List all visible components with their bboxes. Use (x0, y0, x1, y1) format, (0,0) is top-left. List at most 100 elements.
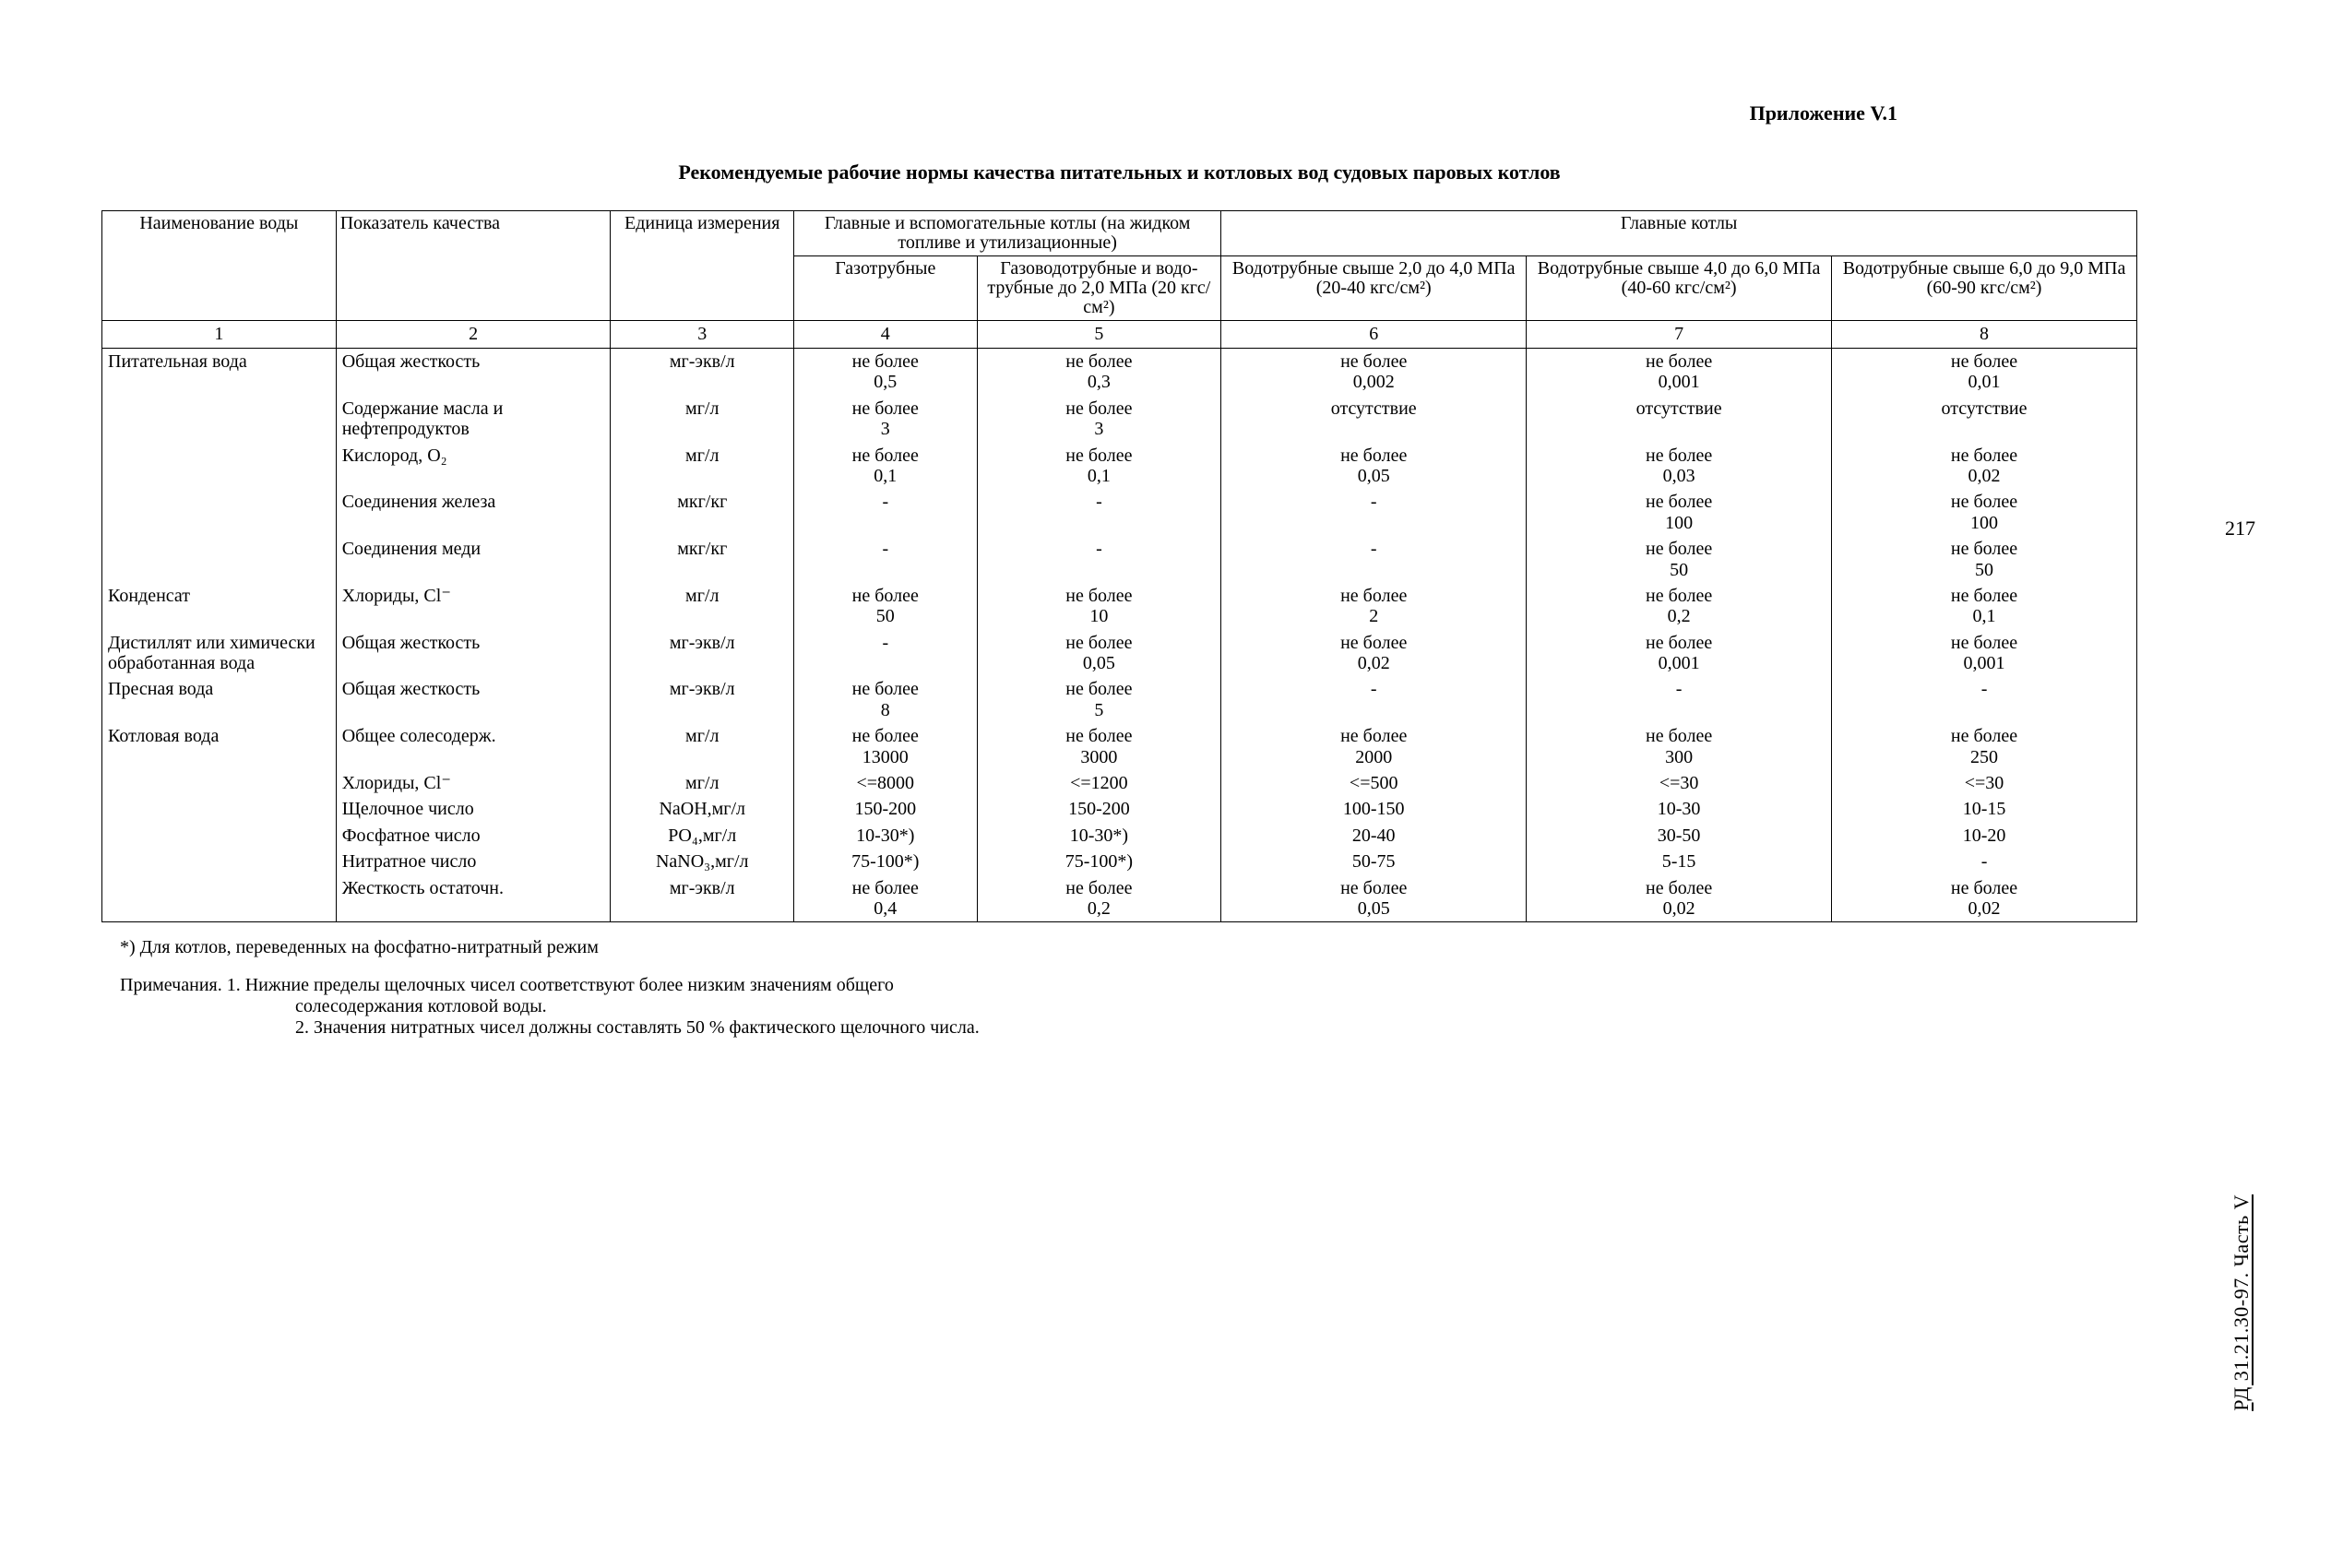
header-group678: Главные котлы (1221, 211, 2137, 256)
colnum-6: 6 (1221, 321, 1527, 349)
val-col8: - (1832, 676, 2137, 723)
val-col8: отсутствие (1832, 396, 2137, 443)
val-col5: 75-100*) (977, 849, 1221, 874)
val-col5: не более3 (977, 396, 1221, 443)
val-col6: 100-150 (1221, 796, 1527, 822)
quality-param: Общая жесткость (336, 349, 611, 396)
colnum-2: 2 (336, 321, 611, 349)
quality-param: Щелочное число (336, 796, 611, 822)
val-col4: не более0,1 (794, 443, 978, 490)
header-col2: Показатель качества (336, 211, 611, 321)
val-col6: 20-40 (1221, 823, 1527, 849)
colnum-7: 7 (1527, 321, 1832, 349)
val-col8: не более0,02 (1832, 443, 2137, 490)
note-2: 2. Значения нитратных чисел должны соста… (295, 1017, 980, 1038)
val-col8: - (1832, 849, 2137, 874)
val-col8: не более50 (1832, 536, 2137, 583)
val-col6: - (1221, 536, 1527, 583)
colnum-8: 8 (1832, 321, 2137, 349)
water-name: Пресная вода (102, 676, 337, 723)
quality-param: Содержание масла и нефтепродуктов (336, 396, 611, 443)
water-name (102, 849, 337, 874)
water-name: Дистиллят или химически об­работанная во… (102, 630, 337, 677)
val-col7: не более100 (1527, 489, 1832, 536)
val-col7: не более0,02 (1527, 875, 1832, 922)
table-row: Содержание масла и нефтепродуктовмг/лне … (102, 396, 2137, 443)
water-name (102, 875, 337, 922)
colnum-5: 5 (977, 321, 1221, 349)
val-col6: не более2000 (1221, 723, 1527, 770)
val-col8: не более0,001 (1832, 630, 2137, 677)
appendix-label: Приложение V.1 (101, 101, 2137, 125)
quality-param: Общая жесткость (336, 676, 611, 723)
unit: мг/л (611, 583, 794, 630)
table-row: Нитратное числоNaNO₃,мг/л75-100*)75-100*… (102, 849, 2137, 874)
header-col7: Водотрубные свыше 4,0 до 6,0 МПа (40-60 … (1527, 256, 1832, 321)
footnote: *) Для котлов, переведенных на фосфатно-… (101, 937, 2137, 958)
val-col4: не более0,4 (794, 875, 978, 922)
unit: PO₄,мг/л (611, 823, 794, 849)
val-col7: не более0,2 (1527, 583, 1832, 630)
water-name: Котловая вода (102, 723, 337, 770)
val-col5: не более3000 (977, 723, 1221, 770)
val-col8: не более0,01 (1832, 349, 2137, 396)
table-row: Питательная водаОбщая жесткостьмг-экв/лн… (102, 349, 2137, 396)
unit: мкг/кг (611, 536, 794, 583)
val-col4: - (794, 630, 978, 677)
quality-param: Общая жесткость (336, 630, 611, 677)
table-row: Щелочное числоNaOH,мг/л150-200150-200100… (102, 796, 2137, 822)
val-col6: не более0,05 (1221, 443, 1527, 490)
val-col7: <=30 (1527, 770, 1832, 796)
header-col4: Газотрубные (794, 256, 978, 321)
water-name (102, 443, 337, 490)
val-col5: 10-30*) (977, 823, 1221, 849)
val-col5: не более10 (977, 583, 1221, 630)
val-col6: - (1221, 489, 1527, 536)
header-col5: Газоводотруб­ные и водо­трубные до 2,0 М… (977, 256, 1221, 321)
val-col6: не более0,05 (1221, 875, 1527, 922)
unit: мг-экв/л (611, 630, 794, 677)
unit: мг/л (611, 396, 794, 443)
unit: NaNO₃,мг/л (611, 849, 794, 874)
val-col8: не более0,1 (1832, 583, 2137, 630)
water-quality-table: Наименование воды Показатель качества Ед… (101, 210, 2137, 922)
table-row: Котловая водаОбщее солесодерж.мг/лне бол… (102, 723, 2137, 770)
val-col7: 30-50 (1527, 823, 1832, 849)
table-row: Пресная водаОбщая жесткостьмг-экв/лне бо… (102, 676, 2137, 723)
quality-param: Хлориды, Cl⁻ (336, 770, 611, 796)
side-page-number: 217 (2225, 517, 2255, 540)
unit: мг-экв/л (611, 676, 794, 723)
val-col4: не более3 (794, 396, 978, 443)
val-col6: <=500 (1221, 770, 1527, 796)
unit: мг/л (611, 723, 794, 770)
table-row: Соединения медимкг/кг---не более50не бол… (102, 536, 2137, 583)
unit: NaOH,мг/л (611, 796, 794, 822)
val-col6: - (1221, 676, 1527, 723)
val-col4: не более13000 (794, 723, 978, 770)
val-col6: не более0,002 (1221, 349, 1527, 396)
val-col8: не более250 (1832, 723, 2137, 770)
table-row: Соединения железамкг/кг---не более100не … (102, 489, 2137, 536)
quality-param: Фосфатное число (336, 823, 611, 849)
quality-param: Хлориды, Cl⁻ (336, 583, 611, 630)
quality-param: Соединения меди (336, 536, 611, 583)
table-row: Фосфатное числоPO₄,мг/л10-30*)10-30*)20-… (102, 823, 2137, 849)
header-group45: Главные и вспомогательные котлы (на жидк… (794, 211, 1221, 256)
table-title: Рекомендуемые рабочие нормы качества пит… (101, 160, 2137, 184)
quality-param: Кислород, O₂ (336, 443, 611, 490)
val-col5: не более0,05 (977, 630, 1221, 677)
colnum-1: 1 (102, 321, 337, 349)
water-name (102, 536, 337, 583)
val-col6: отсутствие (1221, 396, 1527, 443)
val-col4: - (794, 489, 978, 536)
column-number-row: 1 2 3 4 5 6 7 8 (102, 321, 2137, 349)
table-row: Дистиллят или химически об­работанная во… (102, 630, 2137, 677)
table-row: КонденсатХлориды, Cl⁻мг/лне более50не бо… (102, 583, 2137, 630)
val-col7: не более0,03 (1527, 443, 1832, 490)
val-col4: не более0,5 (794, 349, 978, 396)
water-name: Питательная вода (102, 349, 337, 396)
header-col3: Единица измерения (611, 211, 794, 321)
water-name (102, 396, 337, 443)
val-col7: не более0,001 (1527, 349, 1832, 396)
val-col7: не более0,001 (1527, 630, 1832, 677)
